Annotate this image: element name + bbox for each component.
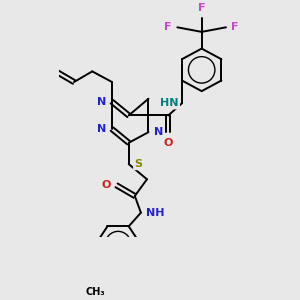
Text: N: N: [97, 97, 106, 107]
Text: NH: NH: [146, 208, 165, 218]
Text: F: F: [231, 22, 239, 32]
Text: N: N: [154, 127, 163, 137]
Text: F: F: [164, 22, 172, 32]
Text: S: S: [134, 159, 142, 169]
Text: O: O: [102, 180, 111, 190]
Text: F: F: [198, 3, 206, 13]
Text: O: O: [164, 138, 173, 148]
Text: N: N: [97, 124, 106, 134]
Text: CH₃: CH₃: [85, 286, 105, 297]
Text: HN: HN: [160, 98, 179, 108]
